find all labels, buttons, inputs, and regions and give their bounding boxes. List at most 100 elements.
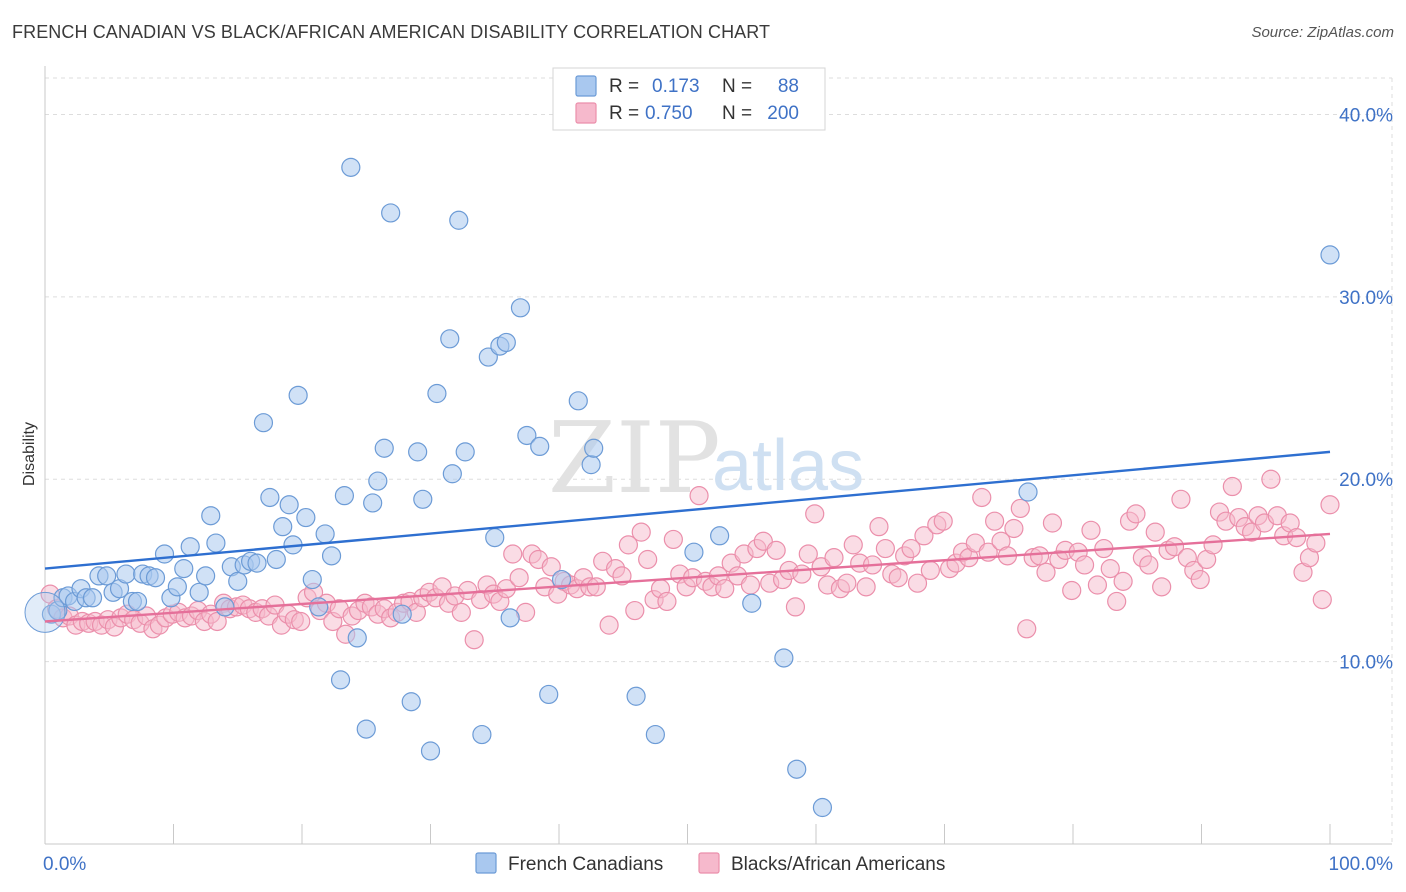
point-french-canadian xyxy=(145,568,166,588)
point-french-canadian xyxy=(279,495,299,515)
chart-title: FRENCH CANADIAN VS BLACK/AFRICAN AMERICA… xyxy=(12,22,771,42)
point-black-african-american xyxy=(837,573,857,593)
point-black-african-american xyxy=(1145,522,1165,542)
point-french-canadian xyxy=(363,493,383,513)
point-black-african-american xyxy=(856,577,876,597)
point-black-african-american xyxy=(1312,590,1332,610)
bottom-legend: French Canadians Blacks/African American… xyxy=(475,852,945,875)
point-french-canadian xyxy=(510,298,531,318)
point-french-canadian xyxy=(273,517,293,537)
legend-r-label: R = xyxy=(609,103,639,124)
legend-n-label: N = xyxy=(722,103,752,124)
point-black-african-american xyxy=(824,548,844,568)
legend-n-value: 88 xyxy=(778,76,799,97)
point-french-canadian xyxy=(206,533,226,553)
legend-box: R = 0.173 N = 88 R = 0.750 N = 200 xyxy=(552,67,826,131)
point-black-african-american xyxy=(509,568,529,588)
point-french-canadian xyxy=(381,203,401,223)
point-black-african-american xyxy=(843,535,863,555)
point-french-canadian xyxy=(334,486,355,506)
y-tick-label: 10.0% xyxy=(1339,653,1393,674)
point-black-african-american xyxy=(689,486,709,506)
y-axis-label: Disability xyxy=(21,422,38,487)
point-french-canadian xyxy=(266,549,286,570)
point-french-canadian xyxy=(517,425,537,446)
point-black-african-american xyxy=(740,575,761,595)
point-black-african-american xyxy=(541,557,561,577)
point-black-african-american xyxy=(1074,555,1095,575)
x-tick-label: 100.0% xyxy=(1329,854,1394,875)
point-french-canadian xyxy=(174,559,194,579)
point-black-african-american xyxy=(1029,546,1050,566)
point-french-canadian xyxy=(581,455,601,475)
point-french-canadian xyxy=(401,692,421,712)
point-french-canadian xyxy=(710,526,730,546)
legend-r-value: 0.750 xyxy=(645,103,693,124)
legend-r-value: 0.173 xyxy=(652,76,700,97)
point-french-canadian xyxy=(684,542,704,562)
point-french-canadian xyxy=(530,436,550,457)
point-black-african-american xyxy=(1190,569,1210,590)
point-french-canadian xyxy=(449,210,469,230)
point-black-african-american xyxy=(1164,537,1185,557)
point-french-canadian xyxy=(374,438,394,458)
legend-swatch-pink xyxy=(575,102,597,124)
point-french-canadian xyxy=(472,724,492,745)
point-french-canadian xyxy=(485,527,505,548)
point-french-canadian xyxy=(584,438,604,458)
point-french-canadian xyxy=(427,383,447,404)
trend-line-french-canadian xyxy=(44,450,1331,570)
legend-swatch-blue xyxy=(575,75,597,97)
point-french-canadian xyxy=(392,604,412,624)
point-black-african-american xyxy=(599,615,619,635)
point-french-canadian xyxy=(440,329,460,349)
point-french-canadian xyxy=(551,569,572,590)
point-black-african-american xyxy=(618,535,638,555)
point-black-african-american xyxy=(920,560,940,581)
point-black-african-american xyxy=(805,504,825,524)
point-black-african-american xyxy=(663,529,683,550)
point-black-african-american xyxy=(503,544,523,564)
point-black-african-american xyxy=(625,600,645,621)
source-label: Source: ZipAtlas.com xyxy=(1251,24,1394,41)
point-black-african-american xyxy=(1171,489,1191,509)
point-black-african-american xyxy=(785,597,806,617)
point-french-canadian xyxy=(321,546,342,566)
point-french-canadian xyxy=(539,684,559,705)
legend-n-label: N = xyxy=(722,76,752,97)
point-black-african-american xyxy=(869,517,889,537)
point-black-african-american xyxy=(1113,571,1133,591)
point-french-canadian xyxy=(645,724,665,745)
trend-lines xyxy=(44,450,1331,623)
point-black-african-american xyxy=(1203,535,1223,555)
point-black-african-american xyxy=(1306,533,1326,553)
point-black-african-american xyxy=(1152,577,1172,597)
point-black-african-american xyxy=(631,522,651,542)
point-french-canadian xyxy=(127,591,148,612)
point-black-african-american xyxy=(1222,476,1242,497)
point-black-african-american xyxy=(1139,555,1159,575)
point-french-canadian xyxy=(154,544,175,564)
point-french-canadian xyxy=(413,489,433,509)
point-french-canadian xyxy=(315,524,335,544)
point-black-african-american xyxy=(972,487,992,508)
point-black-african-american xyxy=(766,540,786,560)
point-black-african-american xyxy=(612,566,632,586)
point-french-canadian xyxy=(420,741,441,761)
point-black-african-american xyxy=(933,511,953,531)
y-tick-label: 30.0% xyxy=(1339,288,1393,309)
point-french-canadian xyxy=(341,157,361,177)
bottom-legend-french-canadians: French Canadians xyxy=(508,854,663,875)
series-black-african-american xyxy=(40,469,1340,650)
point-french-canadian xyxy=(496,332,516,353)
point-black-african-american xyxy=(1042,513,1063,533)
point-black-african-american xyxy=(1081,520,1101,540)
point-black-african-american xyxy=(914,526,934,546)
point-french-canadian xyxy=(356,719,376,739)
point-black-african-american xyxy=(1100,559,1120,579)
point-french-canadian xyxy=(196,566,216,586)
point-french-canadian xyxy=(189,582,209,602)
point-french-canadian xyxy=(82,588,103,608)
point-black-african-american xyxy=(901,538,921,559)
